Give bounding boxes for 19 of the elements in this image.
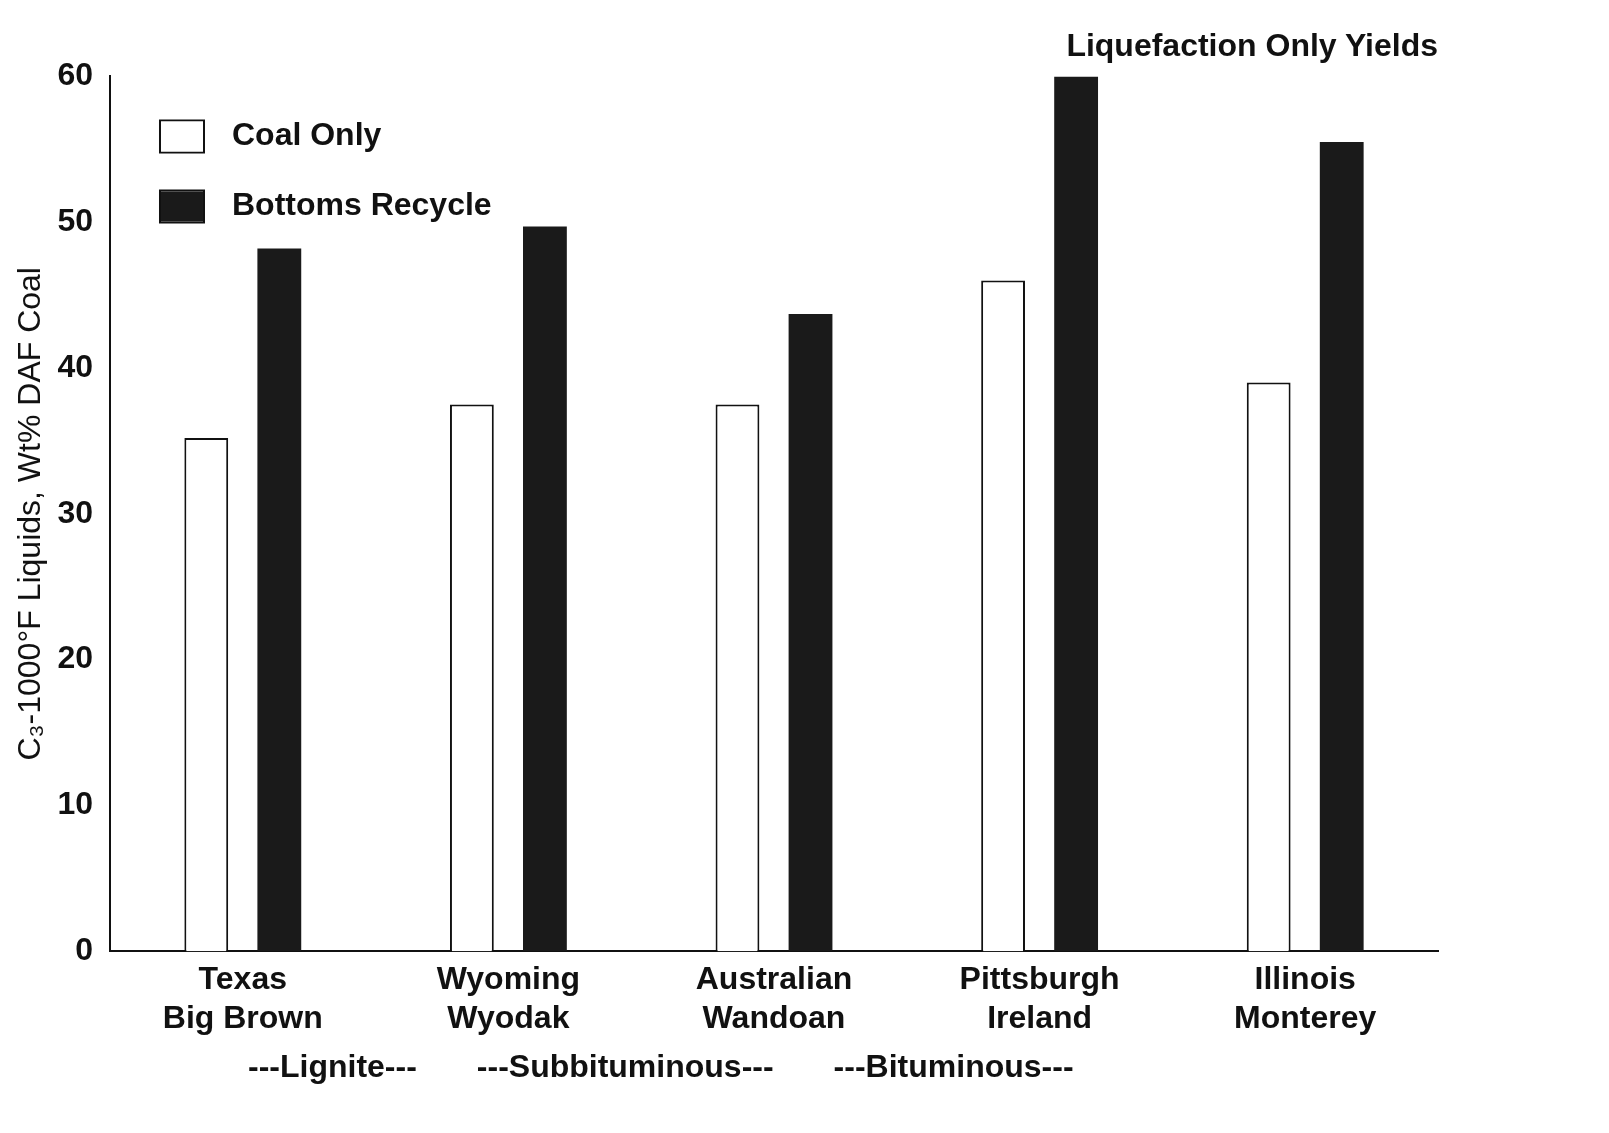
y-tick-label: 40	[57, 347, 93, 384]
y-tick-label: 10	[57, 785, 93, 822]
text: ---Lignite---	[248, 1048, 417, 1085]
chart-title: Liquefaction Only Yields	[1066, 27, 1438, 64]
x-tick-label: Texas Big Brown	[162, 960, 323, 1035]
x-tick-label: Pittsburgh Ireland	[959, 960, 1120, 1035]
text: ---Subbituminous---	[476, 1048, 774, 1085]
x-tick-label: Australian Wandoan	[695, 960, 853, 1035]
y-tick-label: 60	[57, 56, 93, 93]
text: ---Bituminous---	[833, 1048, 1074, 1085]
x-tick-label: Wyoming Wyodak	[436, 960, 581, 1035]
y-tick-label: 20	[57, 639, 93, 676]
y-tick-label: 50	[57, 202, 93, 239]
y-tick-label: 0	[75, 931, 93, 968]
y-tick-label: 30	[57, 493, 93, 530]
legend-label: Coal Only	[231, 116, 382, 153]
x-tick-label: Illinois Monterey	[1234, 960, 1377, 1035]
y-axis-title: C₃-1000°F Liquids, Wt% DAF Coal	[11, 267, 48, 761]
legend-label: Bottoms Recycle	[231, 186, 492, 223]
